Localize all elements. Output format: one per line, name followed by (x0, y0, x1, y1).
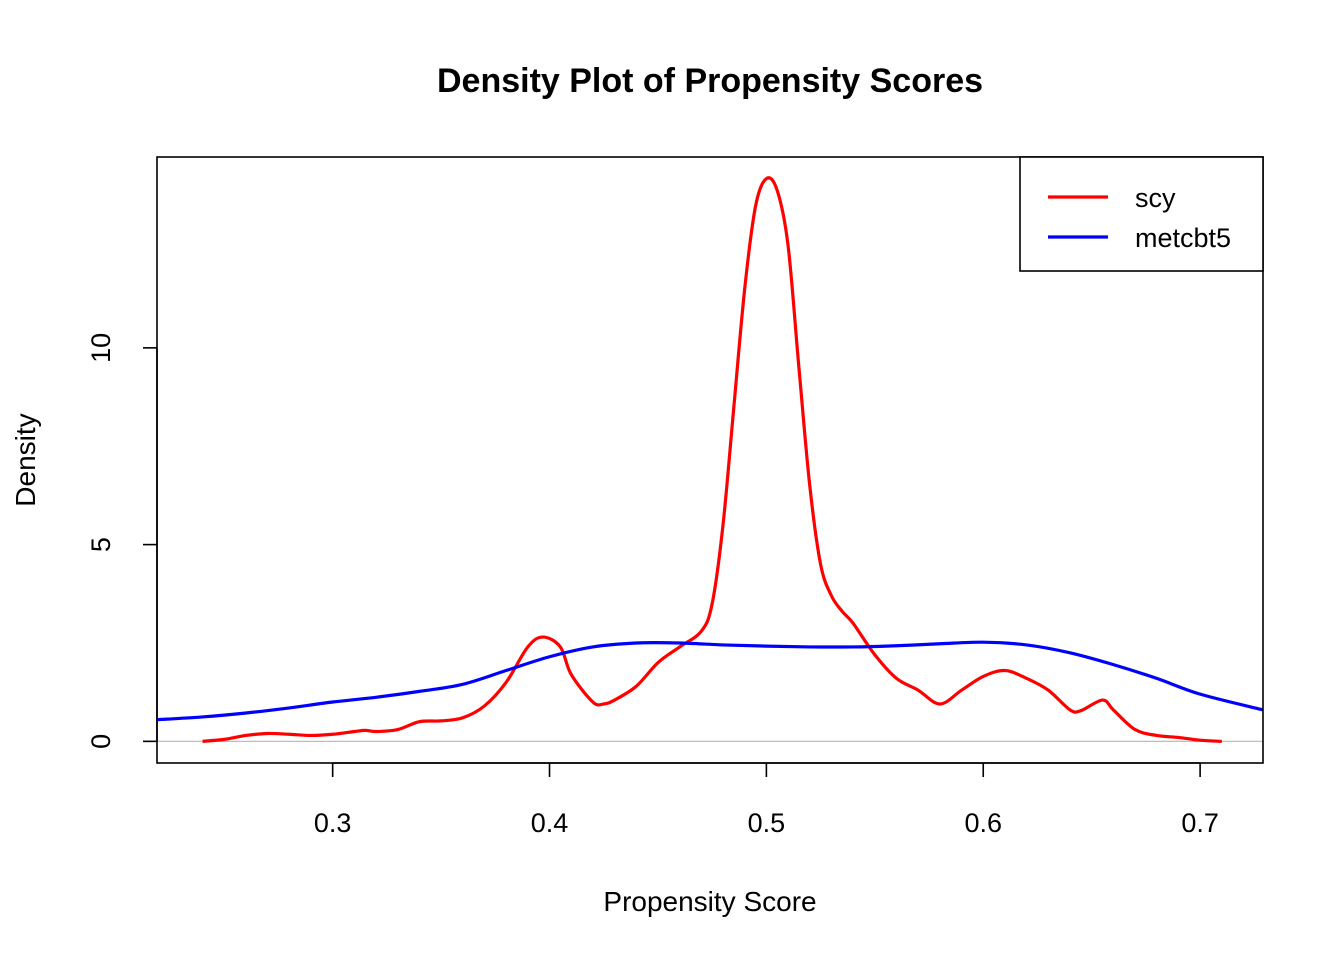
x-tick-label: 0.4 (531, 808, 569, 838)
series-layer (156, 176, 1264, 743)
x-tick-label: 0.7 (1181, 808, 1219, 838)
chart-title: Density Plot of Propensity Scores (437, 62, 983, 100)
series-line-scy (202, 176, 1222, 743)
y-tick-label: 10 (86, 333, 116, 363)
y-axis-label: Density (10, 413, 41, 506)
legend-box (1019, 156, 1264, 272)
x-axis-label: Propensity Score (603, 886, 816, 917)
series-line-metcbt5 (156, 640, 1264, 722)
x-tick-label: 0.6 (964, 808, 1002, 838)
y-tick-label: 0 (86, 734, 116, 749)
legend-label-metcbt5: metcbt5 (1135, 223, 1231, 253)
legend: scy metcbt5 (1019, 156, 1264, 272)
x-axis: 0.3 0.4 0.5 0.6 0.7 (314, 762, 1219, 838)
legend-label-scy: scy (1135, 183, 1176, 213)
y-tick-label: 5 (86, 537, 116, 552)
x-tick-label: 0.3 (314, 808, 352, 838)
x-tick-label: 0.5 (748, 808, 786, 838)
y-axis: 0 5 10 (86, 333, 158, 749)
